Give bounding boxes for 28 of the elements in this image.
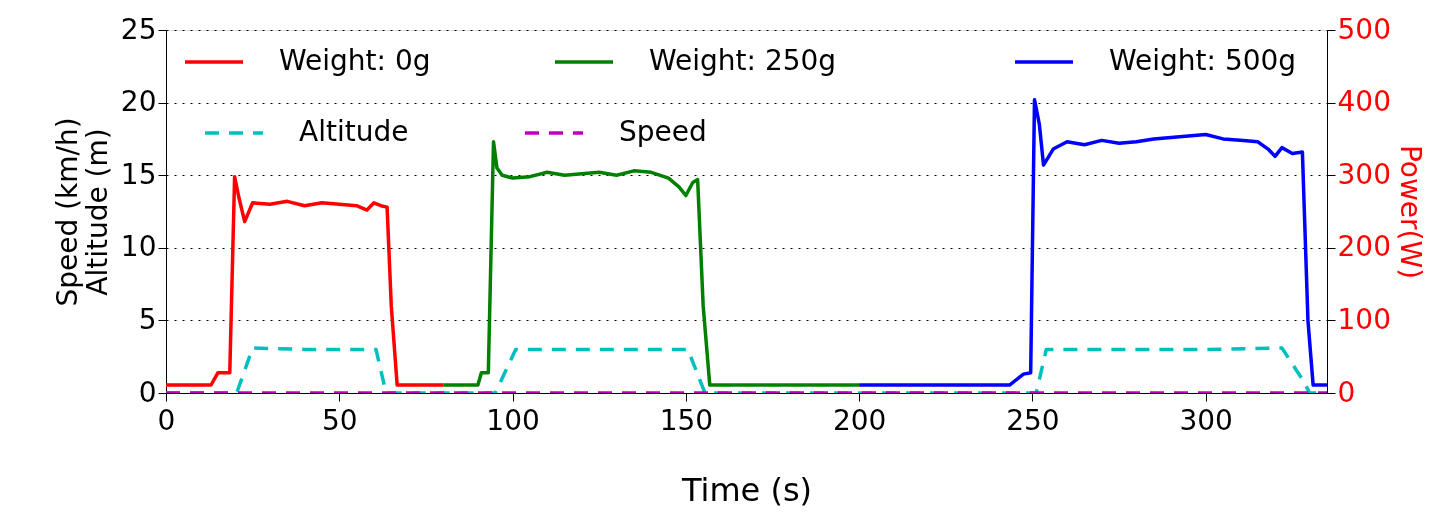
y2-tick-label: 400: [1337, 85, 1391, 119]
y2-tick-label: 300: [1337, 157, 1391, 191]
y2-axis-title: Power(W): [1393, 144, 1427, 280]
x-tick-label: 150: [659, 403, 714, 437]
x-tick-label: 250: [1006, 403, 1060, 437]
line-series: [857, 97, 1327, 387]
y2-tick-label: 200: [1337, 230, 1391, 264]
y-tick-label: 15: [120, 157, 157, 191]
legend-label: Speed: [619, 115, 707, 148]
legend-label: Weight: 250g: [649, 44, 837, 77]
x-tick-label: 100: [486, 403, 540, 437]
y2-tick-label: 100: [1337, 302, 1391, 336]
y-tick-label: 0: [138, 375, 157, 409]
y-tick-label: 10: [120, 230, 157, 264]
legend-label: Altitude: [299, 115, 409, 148]
legend-label: Weight: 500g: [1109, 44, 1297, 77]
y-axis-title: Speed (km/h) Altitude (m): [50, 117, 114, 307]
x-axis-title: Time (s): [680, 470, 813, 509]
x-tick-label: 200: [832, 403, 887, 437]
legend-label: Weight: 0g: [279, 44, 431, 77]
line-series: [166, 174, 445, 387]
y-tick-label: 25: [120, 12, 157, 46]
x-tick-label: 300: [1179, 403, 1233, 437]
y-tick-label: 5: [138, 302, 157, 336]
y2-tick-label: 500: [1337, 12, 1391, 46]
y2-tick-label: 0: [1337, 375, 1356, 409]
y-tick-label: 20: [120, 85, 157, 119]
x-tick-label: 50: [321, 403, 358, 437]
